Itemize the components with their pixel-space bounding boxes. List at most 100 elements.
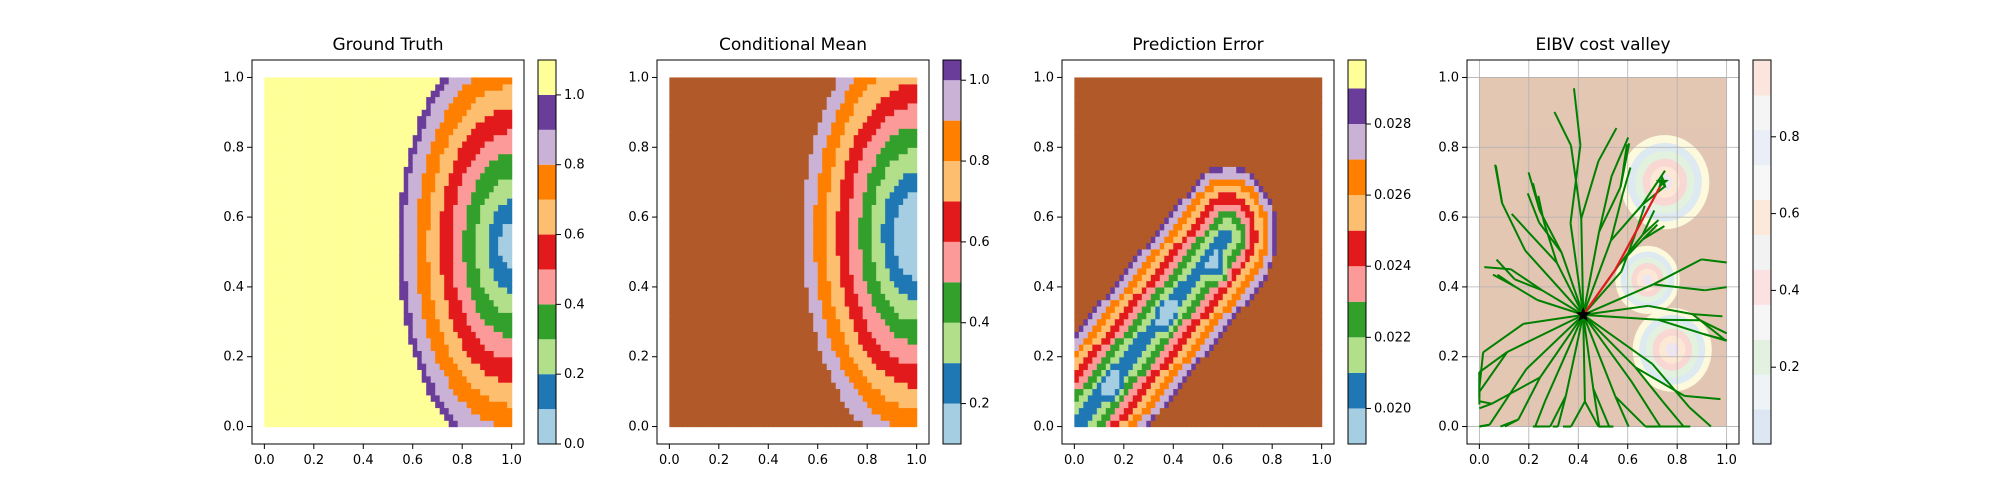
heatmap-cell <box>822 185 828 193</box>
heatmap-cell <box>768 236 774 244</box>
heatmap-cell <box>669 255 675 263</box>
y-tick-label: 0.0 <box>223 420 244 435</box>
heatmap-cell <box>790 153 796 161</box>
heatmap-cell <box>331 286 337 294</box>
heatmap-cell <box>421 337 427 345</box>
heatmap-cell <box>372 229 378 237</box>
heatmap-cell <box>813 261 819 269</box>
heatmap-cell <box>462 223 468 231</box>
heatmap-cell <box>507 102 513 110</box>
heatmap-cell <box>430 236 436 244</box>
heatmap-cell <box>759 293 765 301</box>
heatmap-cell <box>430 83 436 91</box>
heatmap-cell <box>768 274 774 282</box>
heatmap-cell <box>498 134 504 142</box>
heatmap-cell <box>372 128 378 136</box>
heatmap-cell <box>349 210 355 218</box>
heatmap-cell <box>327 350 333 358</box>
heatmap-cell <box>817 223 823 231</box>
heatmap-cell <box>669 337 675 345</box>
heatmap-cell <box>714 344 720 351</box>
heatmap-cell <box>448 274 454 282</box>
heatmap-cell <box>412 413 418 421</box>
heatmap-cell <box>691 401 697 409</box>
heatmap-cell <box>732 204 738 212</box>
heatmap-cell <box>714 286 720 294</box>
heatmap-cell <box>682 394 688 402</box>
heatmap-cell <box>817 121 823 129</box>
heatmap-cell <box>376 299 382 307</box>
heatmap-cell <box>318 198 324 205</box>
heatmap-cell <box>435 166 441 174</box>
heatmap-cell <box>484 90 490 98</box>
heatmap-cell <box>444 401 450 409</box>
heatmap-cell <box>687 128 693 136</box>
heatmap-cell <box>822 401 828 409</box>
heatmap-cell <box>277 356 283 364</box>
heatmap-cell <box>367 147 373 155</box>
heatmap-cell <box>282 305 288 313</box>
heatmap-cell <box>385 198 391 205</box>
heatmap-cell <box>318 179 324 186</box>
heatmap-cell <box>363 274 369 282</box>
heatmap-cell <box>799 248 805 256</box>
heatmap-cell <box>781 83 787 91</box>
heatmap-cell <box>363 102 369 110</box>
heatmap-cell <box>345 147 351 155</box>
heatmap-cell <box>813 96 819 104</box>
heatmap-cell <box>493 172 499 180</box>
heatmap-cell <box>786 394 792 402</box>
heatmap-cell <box>390 166 396 174</box>
heatmap-cell <box>763 286 769 294</box>
heatmap-cell <box>727 293 733 301</box>
heatmap-cell <box>759 147 765 155</box>
heatmap-cell <box>367 299 373 307</box>
heatmap-cell <box>502 255 508 263</box>
heatmap-cell <box>502 210 508 218</box>
heatmap-cell <box>682 96 688 104</box>
heatmap-cell <box>394 286 400 294</box>
heatmap-cell <box>304 280 310 288</box>
heatmap-cell <box>358 420 364 428</box>
heatmap-cell <box>331 280 337 288</box>
heatmap-cell <box>462 229 468 237</box>
heatmap-cell <box>507 217 513 225</box>
heatmap-cell <box>354 223 360 231</box>
heatmap-cell <box>385 121 391 129</box>
heatmap-cell <box>732 210 738 218</box>
heatmap-cell <box>759 198 765 205</box>
heatmap-cell <box>309 96 315 104</box>
heatmap-cell <box>457 350 463 358</box>
heatmap-cell <box>394 204 400 212</box>
heatmap-cell <box>741 128 747 136</box>
heatmap-cell <box>358 77 364 85</box>
heatmap-cell <box>264 90 270 98</box>
heatmap-cell <box>678 375 684 383</box>
heatmap-cell <box>430 134 436 142</box>
heatmap-cell <box>363 280 369 288</box>
heatmap-cell <box>336 153 342 161</box>
heatmap-cell <box>282 236 288 244</box>
heatmap-cell <box>489 236 495 244</box>
heatmap-cell <box>435 299 441 307</box>
heatmap-cell <box>678 121 684 129</box>
heatmap-cell <box>340 96 346 104</box>
heatmap-cell <box>804 255 810 263</box>
heatmap-cell <box>669 134 675 142</box>
heatmap-cell <box>453 128 459 136</box>
heatmap-cell <box>322 128 328 136</box>
heatmap-cell <box>286 185 292 193</box>
heatmap-cell <box>466 159 472 167</box>
heatmap-cell <box>376 388 382 396</box>
heatmap-cell <box>687 198 693 205</box>
heatmap-cell <box>808 96 814 104</box>
heatmap-cell <box>498 331 504 339</box>
heatmap-cell <box>691 356 697 364</box>
heatmap-cell <box>318 128 324 136</box>
heatmap-cell <box>714 242 720 250</box>
heatmap-cell <box>268 153 274 161</box>
heatmap-cell <box>822 299 828 307</box>
heatmap-cell <box>498 121 504 129</box>
heatmap-cell <box>750 102 756 110</box>
heatmap-cell <box>786 115 792 123</box>
